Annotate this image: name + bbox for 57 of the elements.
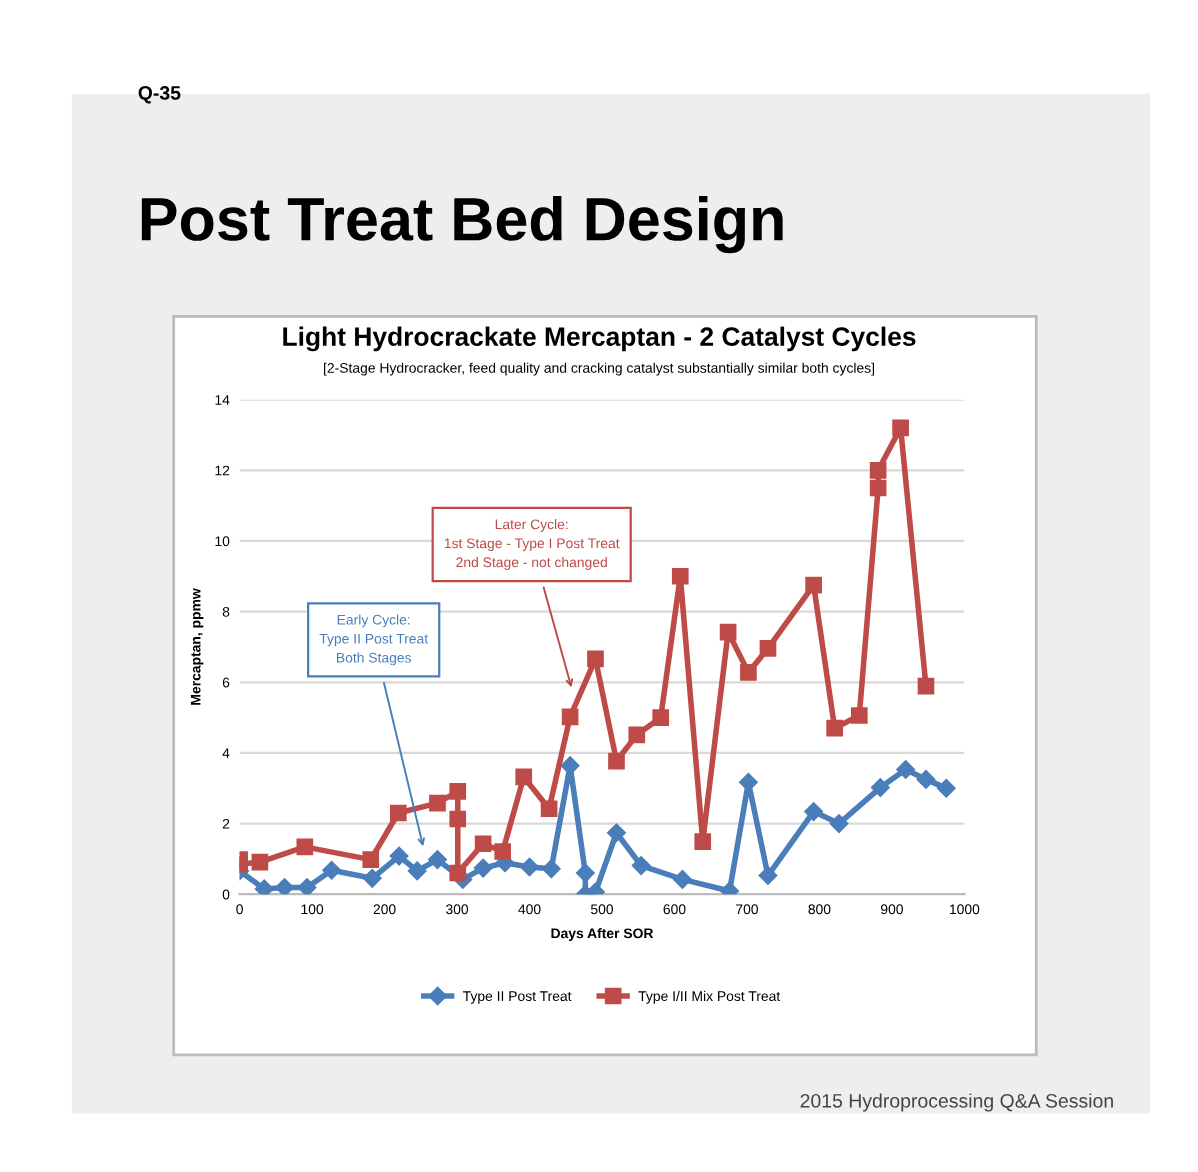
point — [520, 857, 539, 877]
point — [608, 752, 625, 770]
point — [759, 640, 777, 657]
point — [407, 861, 427, 881]
point — [607, 823, 626, 843]
point — [296, 838, 314, 856]
point — [389, 846, 409, 866]
point — [515, 768, 533, 786]
point — [449, 810, 467, 828]
point — [758, 866, 778, 885]
point — [297, 878, 317, 895]
point — [322, 860, 341, 880]
point — [694, 833, 712, 850]
point — [494, 843, 512, 860]
point — [826, 719, 843, 737]
point — [850, 707, 868, 724]
point — [251, 853, 269, 871]
point — [362, 869, 382, 888]
point — [804, 802, 823, 821]
point — [362, 851, 380, 868]
point — [871, 778, 890, 797]
point — [474, 835, 492, 853]
point — [560, 756, 580, 775]
point — [869, 461, 887, 479]
point — [917, 677, 935, 695]
point — [673, 870, 692, 889]
point — [671, 567, 689, 585]
point — [587, 650, 604, 668]
point — [275, 878, 294, 895]
point — [561, 708, 579, 726]
point — [542, 859, 561, 879]
point — [576, 863, 595, 883]
point — [540, 800, 558, 818]
point — [869, 479, 887, 497]
point — [829, 814, 849, 833]
point — [389, 804, 407, 822]
point — [719, 623, 737, 641]
text: 2015 Hydroprocessing Q&A Session — [800, 1093, 1113, 1112]
text: Post Treat Bed Design — [141, 195, 783, 254]
text: Q-35 — [138, 86, 181, 104]
point — [892, 419, 909, 437]
point — [937, 779, 956, 798]
point — [255, 879, 274, 895]
point — [805, 576, 822, 594]
point — [449, 864, 467, 882]
point — [652, 709, 670, 726]
point — [628, 726, 646, 744]
point — [916, 770, 936, 789]
point — [631, 856, 651, 875]
point — [740, 664, 757, 681]
point — [720, 881, 739, 895]
point — [428, 850, 447, 869]
chart-title: Light Hydrocrackate Mercaptan - 2 Catalyst Cycles — [283, 326, 916, 352]
point — [896, 760, 915, 779]
point — [429, 794, 446, 812]
point — [473, 858, 493, 878]
point — [449, 783, 467, 800]
